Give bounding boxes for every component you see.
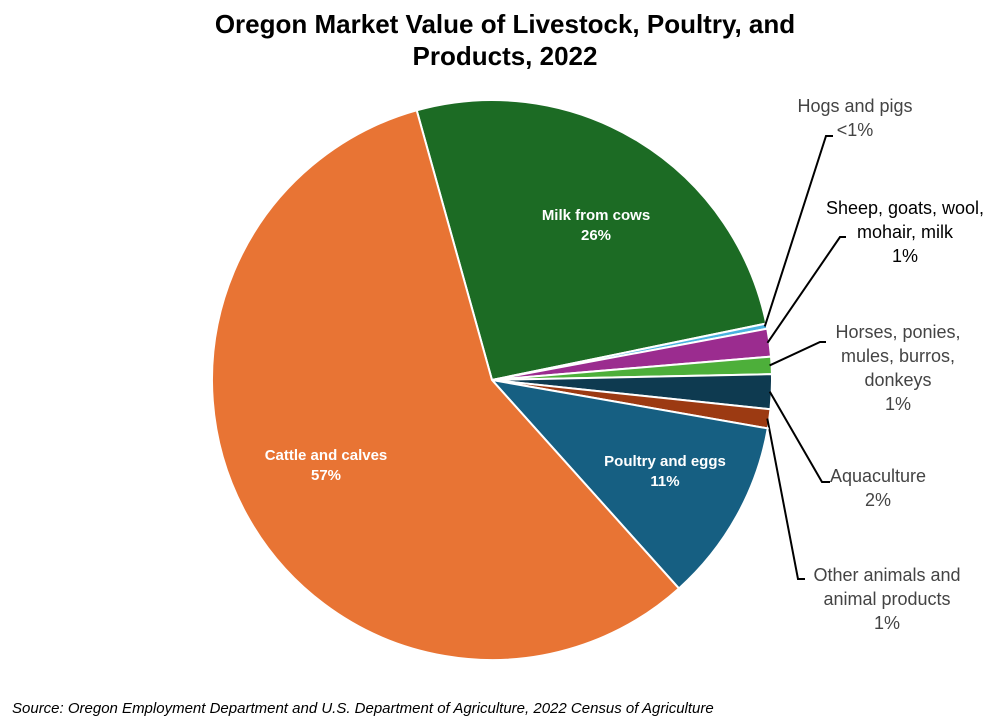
slice-cattle-and-calves [211,109,681,661]
slice-label-poultry-and-eggs: 11% [650,473,679,490]
slice-label-poultry-and-eggs: Poultry and eggs [604,453,726,470]
slice-label-milk-from-cows: 26% [581,227,611,244]
slice-label-other-animals-and-animal-products: 1% [874,613,900,633]
leader-line-horses-ponies-mules-burros-donkeys [769,341,826,367]
slice-label-hogs-and-pigs: Hogs and pigs [797,96,912,116]
leader-line-sheep-goats-wool-mohair-milk [766,236,846,344]
leader-line-other-animals-and-animal-products [766,418,805,580]
slice-label-sheep-goats-wool-mohair-milk: 1% [892,246,918,266]
slice-poultry-and-eggs [489,378,769,590]
slice-label-other-animals-and-animal-products: animal products [823,589,950,609]
title-line-1: Oregon Market Value of Livestock, Poultr… [214,9,796,39]
source-note: Source: Oregon Employment Department and… [12,700,714,717]
slice-milk-from-cows [415,99,768,382]
slice-label-hogs-and-pigs: <1% [837,120,874,140]
slice-label-cattle-and-calves: Cattle and calves [265,447,388,464]
leader-line-aquaculture [768,391,830,483]
slice-label-aquaculture: Aquaculture [830,466,926,486]
slice-label-horses-ponies-mules-burros-donkeys: donkeys [864,370,931,390]
slice-label-horses-ponies-mules-burros-donkeys: mules, burros, [841,346,955,366]
slice-label-horses-ponies-mules-burros-donkeys: Horses, ponies, [835,322,960,342]
leader-line-hogs-and-pigs [763,135,833,327]
title-line-2: Products, 2022 [412,41,598,71]
slice-label-other-animals-and-animal-products: Other animals and [813,565,960,585]
slice-label-cattle-and-calves: 57% [311,467,341,484]
slice-label-sheep-goats-wool-mohair-milk: Sheep, goats, wool, [826,198,984,218]
slice-label-sheep-goats-wool-mohair-milk: mohair, milk [857,222,954,242]
slice-label-aquaculture: 2% [865,490,891,510]
chart-title: Oregon Market Value of Livestock, Poultr… [0,8,1000,72]
slice-label-milk-from-cows: Milk from cows [542,207,650,224]
slice-label-horses-ponies-mules-burros-donkeys: 1% [885,394,911,414]
